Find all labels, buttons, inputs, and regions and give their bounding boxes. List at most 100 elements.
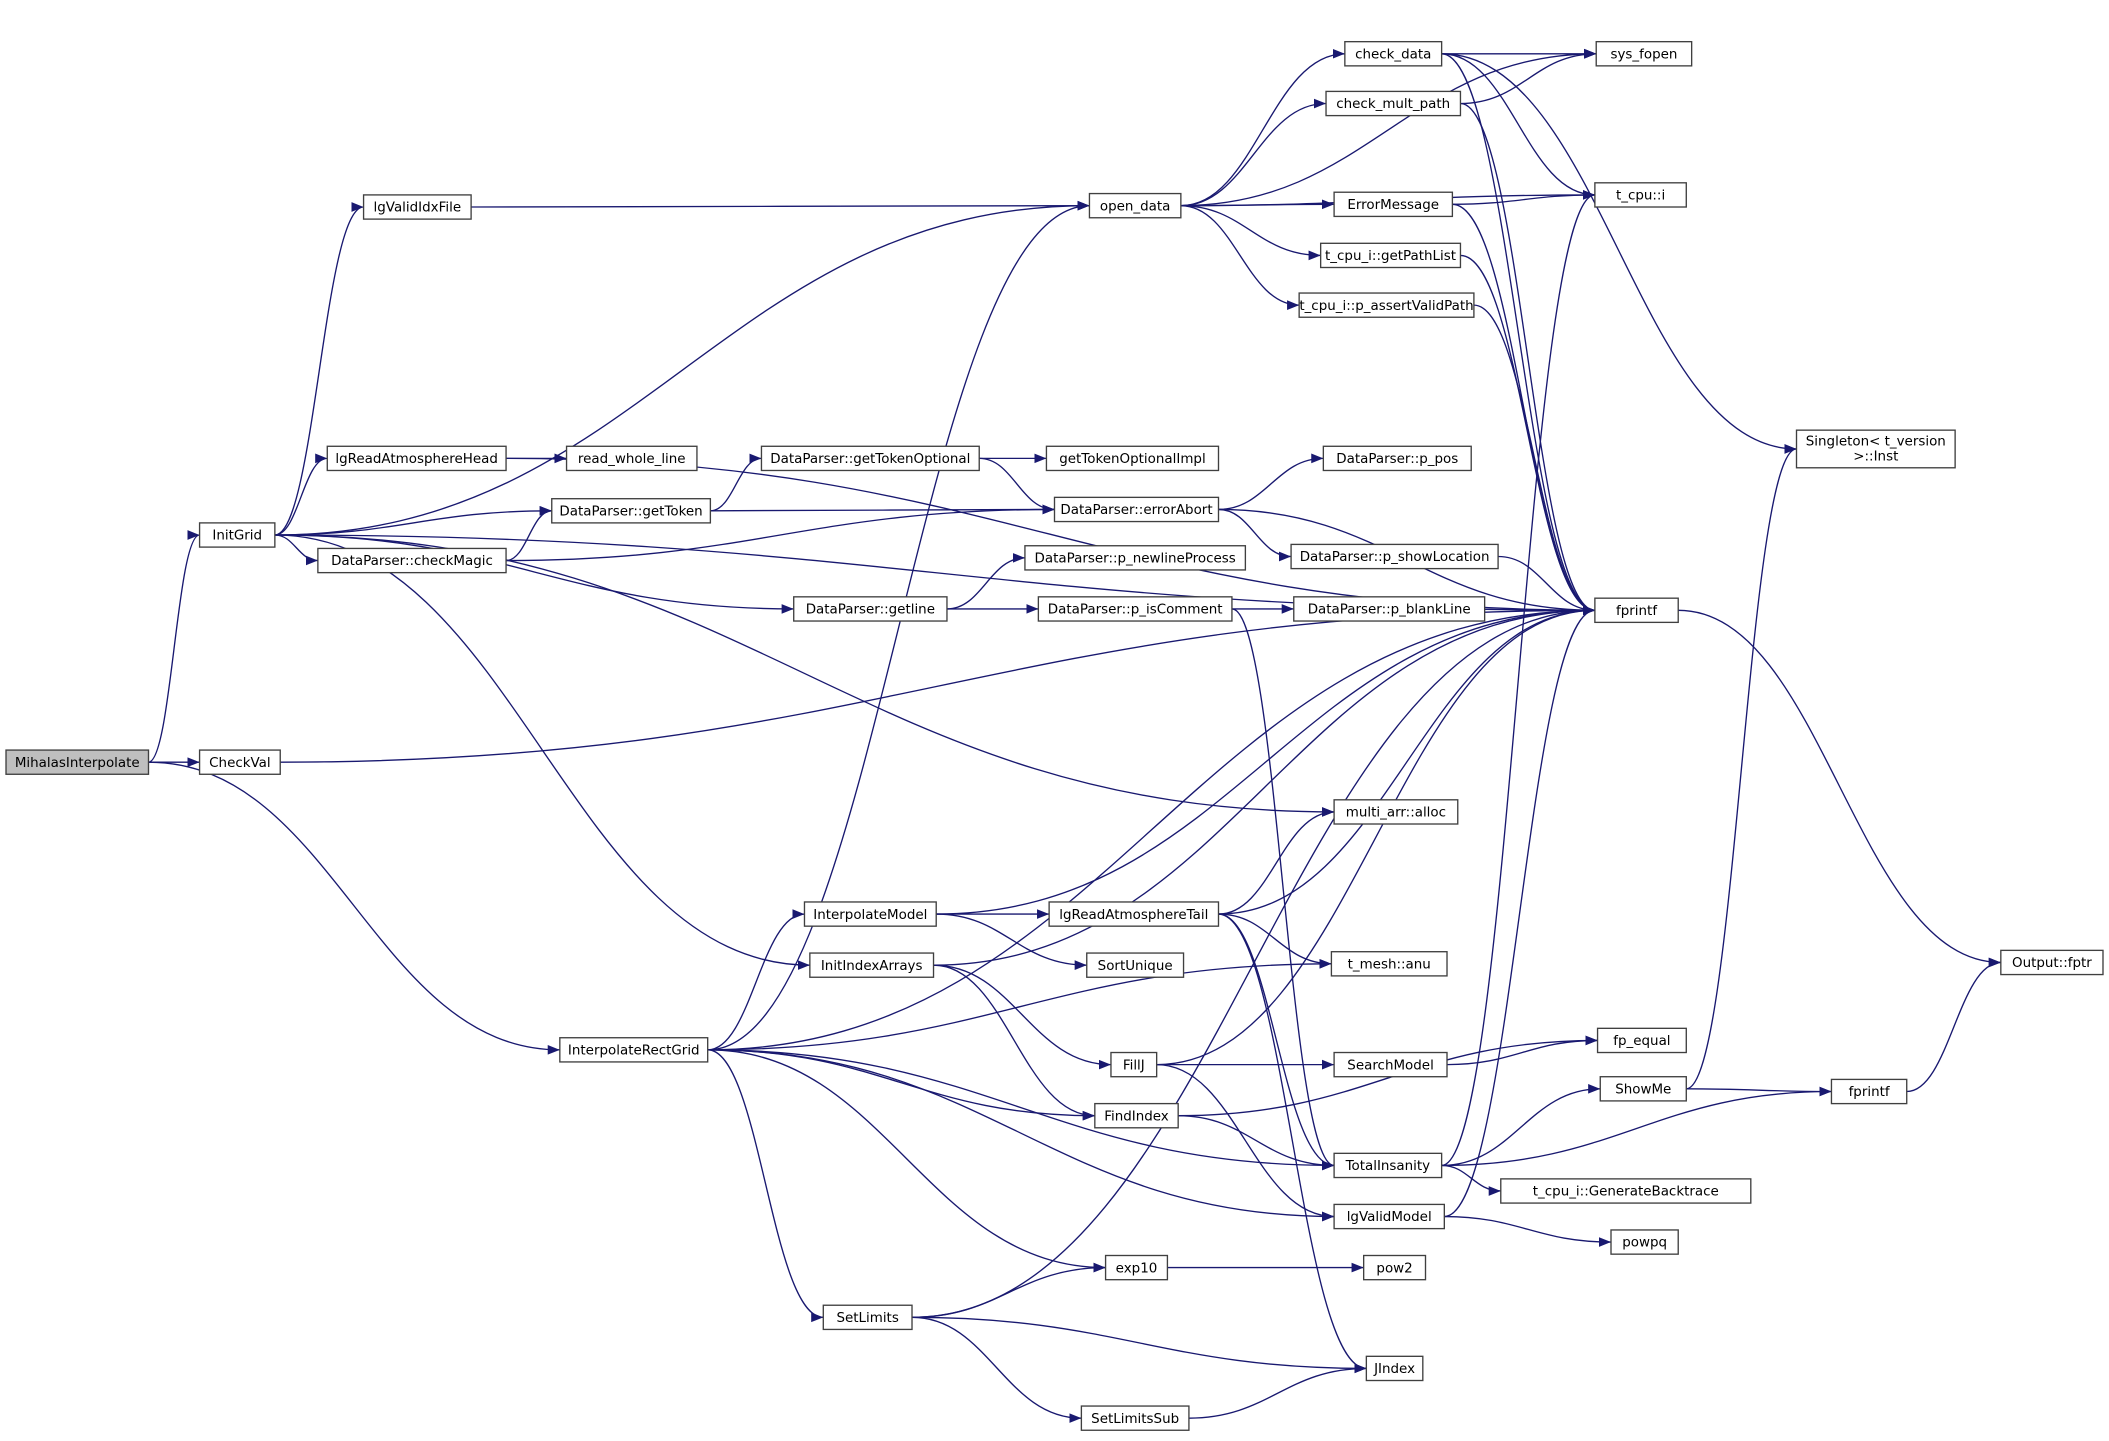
node-gettokopt[interactable]: DataParser::getTokenOptional: [760, 445, 980, 472]
node-sysfopen[interactable]: sys_fopen: [1595, 40, 1693, 67]
node-label: DataParser::p_newlineProcess: [1035, 552, 1236, 567]
node-showme[interactable]: ShowMe: [1599, 1076, 1687, 1102]
node-findindex[interactable]: FindIndex: [1094, 1102, 1179, 1129]
node-pow2[interactable]: pow2: [1362, 1254, 1427, 1281]
node-errmsg[interactable]: ErrorMessage: [1333, 191, 1454, 218]
node-label: DataParser::p_pos: [1336, 452, 1458, 467]
edge-totalins-to-backtrace: [1441, 1164, 1501, 1196]
node-box: [198, 522, 276, 548]
node-gettokoptimpl[interactable]: getTokenOptionalImpl: [1045, 445, 1220, 472]
node-box: [565, 445, 698, 472]
node-initidx[interactable]: InitIndexArrays: [809, 952, 935, 978]
node-box: [1319, 242, 1462, 269]
node-box: [317, 547, 507, 574]
node-checkdata[interactable]: check_data: [1344, 40, 1443, 67]
edge-initgrid-to-lgreadhead: [274, 453, 328, 536]
node-totalins[interactable]: TotalInsanity: [1333, 1152, 1443, 1179]
node-label: DataParser::checkMagic: [331, 554, 493, 569]
edge-findindex-to-fpequal: [1178, 1035, 1598, 1117]
node-powpq[interactable]: powpq: [1610, 1229, 1679, 1255]
node-fillj[interactable]: FillJ: [1110, 1051, 1158, 1078]
edge-errmsg-to-tcpui: [1452, 190, 1595, 205]
node-label: t_cpu_i::p_assertValidPath: [1299, 299, 1473, 314]
node-label: lgValidIdxFile: [374, 201, 462, 216]
node-gettoken[interactable]: DataParser::getToken: [551, 498, 712, 524]
node-box: [1110, 1051, 1158, 1078]
node-fpequal[interactable]: fp_equal: [1596, 1027, 1687, 1054]
node-errabort[interactable]: DataParser::errorAbort: [1053, 496, 1220, 523]
node-setlimitssub[interactable]: SetLimitsSub: [1080, 1405, 1190, 1431]
node-ppos[interactable]: DataParser::p_pos: [1322, 445, 1472, 472]
node-getpathlist[interactable]: t_cpu_i::getPathList: [1319, 242, 1462, 269]
edge-initgrid-to-multiarr: [274, 534, 1335, 817]
edge-lgreadhead-to-fprintf: [506, 457, 1595, 616]
node-fprintf[interactable]: fprintf: [1594, 597, 1679, 624]
edge-fprintf2-to-fptr: [1906, 957, 2001, 1093]
node-box: [822, 1304, 913, 1331]
edge-pshowloc-to-fprintf: [1498, 555, 1595, 616]
node-sortunique[interactable]: SortUnique: [1086, 952, 1185, 978]
node-fprintf2[interactable]: fprintf: [1830, 1078, 1908, 1105]
node-label: DataParser::p_showLocation: [1300, 550, 1490, 565]
node-interpmodel[interactable]: InterpolateModel: [803, 901, 937, 927]
node-lgvalididx[interactable]: lgValidIdxFile: [362, 194, 472, 220]
node-lgreadtail[interactable]: lgReadAtmosphereTail: [1048, 901, 1220, 927]
node-backtrace[interactable]: t_cpu_i::GenerateBacktrace: [1500, 1178, 1752, 1204]
node-pnewline[interactable]: DataParser::p_newlineProcess: [1024, 545, 1247, 571]
node-checkmult[interactable]: check_mult_path: [1325, 90, 1462, 117]
node-label: SearchModel: [1347, 1058, 1434, 1073]
node-pshowloc[interactable]: DataParser::p_showLocation: [1290, 543, 1499, 570]
node-box: [326, 445, 507, 472]
node-lgvalidmodel[interactable]: lgValidModel: [1333, 1203, 1445, 1230]
node-label: FindIndex: [1104, 1109, 1169, 1124]
node-box: [1595, 40, 1693, 67]
node-label: fprintf: [1849, 1085, 1890, 1100]
edge-irg-to-exp10: [707, 1049, 1106, 1273]
edge-initgrid-to-lgvalididx: [274, 202, 364, 536]
edge-lgreadtail-to-jindex: [1218, 913, 1367, 1374]
node-checkmagic[interactable]: DataParser::checkMagic: [317, 547, 507, 574]
node-getline[interactable]: DataParser::getline: [793, 596, 948, 622]
node-box: [5, 749, 150, 775]
node-piscomment[interactable]: DataParser::p_isComment: [1037, 596, 1233, 622]
node-initgrid[interactable]: InitGrid: [198, 522, 276, 548]
edge-lgvalididx-to-opendata: [471, 200, 1090, 211]
node-multiarr[interactable]: multi_arr::alloc: [1333, 799, 1459, 825]
node-lgreadhead[interactable]: lgReadAtmosphereHead: [326, 445, 507, 472]
node-opendata[interactable]: open_data: [1088, 192, 1182, 219]
node-label: InitGrid: [212, 529, 262, 544]
node-box: [1333, 1152, 1443, 1179]
node-box: [1362, 1254, 1427, 1281]
node-searchmodel[interactable]: SearchModel: [1333, 1051, 1448, 1078]
node-singleton[interactable]: Singleton< t_version>::Inst: [1795, 429, 1956, 469]
node-label: read_whole_line: [578, 452, 686, 467]
edge-gettokopt-to-errabort: [979, 457, 1055, 515]
edge-fprintf-to-fptr: [1678, 609, 2001, 968]
node-jindex[interactable]: JIndex: [1365, 1355, 1424, 1382]
node-box: [760, 445, 980, 472]
node-mihalas[interactable]: MihalasInterpolate: [5, 749, 150, 775]
edge-lgreadtail-to-multiarr: [1218, 807, 1335, 915]
node-label: ShowMe: [1615, 1083, 1671, 1098]
node-box: [1325, 90, 1462, 117]
edge-checkmult-to-fprintf: [1460, 102, 1595, 616]
node-exp10[interactable]: exp10: [1104, 1254, 1169, 1281]
node-box: [551, 498, 712, 524]
node-readwhole[interactable]: read_whole_line: [565, 445, 698, 472]
edge-checkmult-to-sysfopen: [1460, 48, 1597, 105]
node-label: >::Inst: [1853, 449, 1898, 464]
node-tcpui[interactable]: t_cpu::i: [1594, 182, 1687, 208]
node-setlimits[interactable]: SetLimits: [822, 1304, 913, 1331]
node-box: [1830, 1078, 1908, 1105]
edge-opendata-to-sysfopen: [1180, 48, 1597, 207]
node-tmeshanu[interactable]: t_mesh::anu: [1330, 951, 1448, 977]
node-irg[interactable]: InterpolateRectGrid: [559, 1037, 709, 1063]
node-box: [1344, 40, 1443, 67]
node-fptr[interactable]: Output::fptr: [2000, 949, 2104, 976]
node-box: [1795, 429, 1956, 469]
node-pblank[interactable]: DataParser::p_blankLine: [1293, 596, 1486, 622]
node-box: [1293, 596, 1486, 622]
node-label: pow2: [1376, 1261, 1412, 1276]
node-checkval[interactable]: CheckVal: [198, 749, 281, 775]
node-assertvalid[interactable]: t_cpu_i::p_assertValidPath: [1298, 292, 1475, 318]
